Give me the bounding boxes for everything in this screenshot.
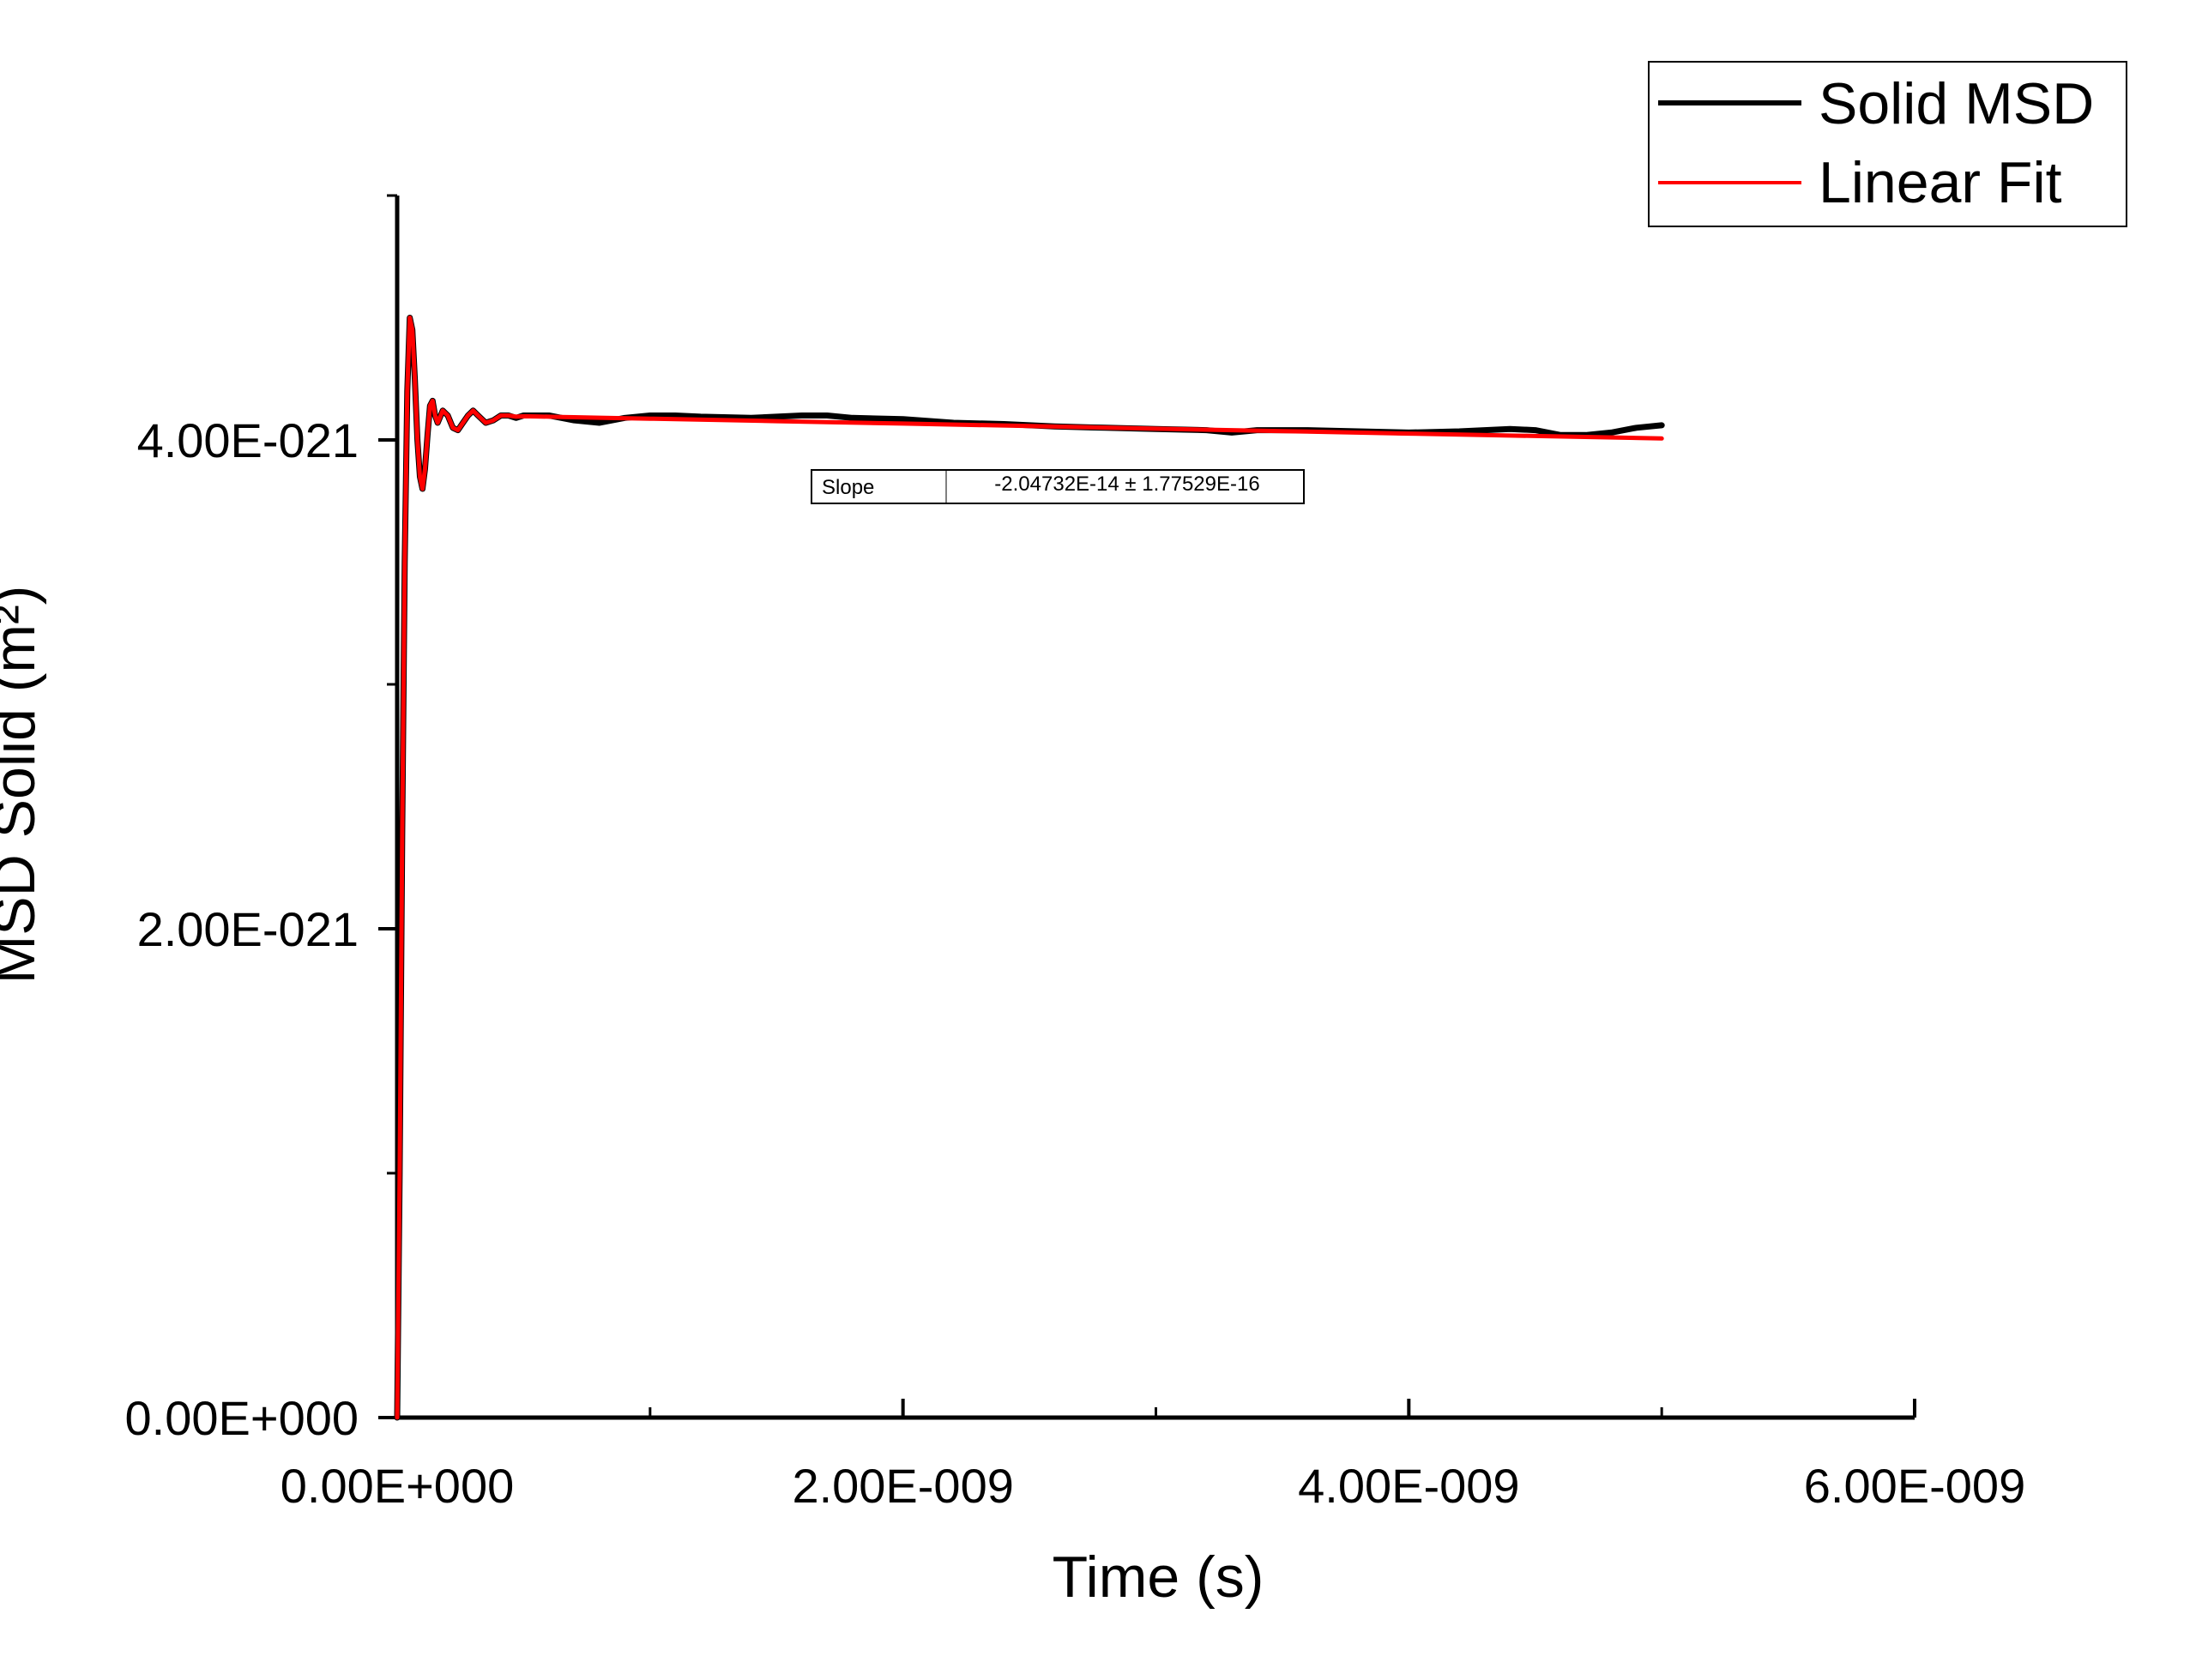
- y-tick-label-2: 4.00E-021: [137, 413, 359, 467]
- axis-ticks: [378, 194, 1916, 1419]
- x-tick-label-3: 6.00E-009: [1804, 1459, 2025, 1513]
- slope-value: -2.04732E-14 ± 1.77529E-16: [994, 473, 1259, 496]
- y-tick-label-0: 0.00E+000: [125, 1391, 359, 1445]
- tick-labels: 0.00E+000 2.00E-009 4.00E-009 6.00E-009 0.00…: [125, 413, 2026, 1513]
- series-layer: [394, 315, 1665, 1421]
- y-tick-label-1: 2.00E-021: [137, 902, 359, 956]
- legend-label-solid-msd: Solid MSD: [1819, 71, 2094, 136]
- slope-label: Slope: [822, 476, 874, 499]
- slope-box: [811, 469, 1305, 504]
- x-tick-label-1: 2.00E-009: [792, 1459, 1013, 1513]
- x-axis-title: Time (s): [1053, 1545, 1264, 1610]
- series-line-linear-fit: [395, 316, 1664, 1420]
- x-tick-label-2: 4.00E-009: [1298, 1459, 1519, 1513]
- y-axis-title: MSD Solid (m²): [0, 586, 47, 985]
- legend-label-linear-fit: Linear Fit: [1819, 150, 2062, 215]
- slope-annotation: Slope -2.04732E-14 ± 1.77529E-16: [811, 469, 1305, 504]
- x-tick-label-0: 0.00E+000: [281, 1459, 514, 1513]
- legend: Solid MSD Linear Fit: [1648, 61, 2127, 227]
- legend-box: [1648, 61, 2127, 227]
